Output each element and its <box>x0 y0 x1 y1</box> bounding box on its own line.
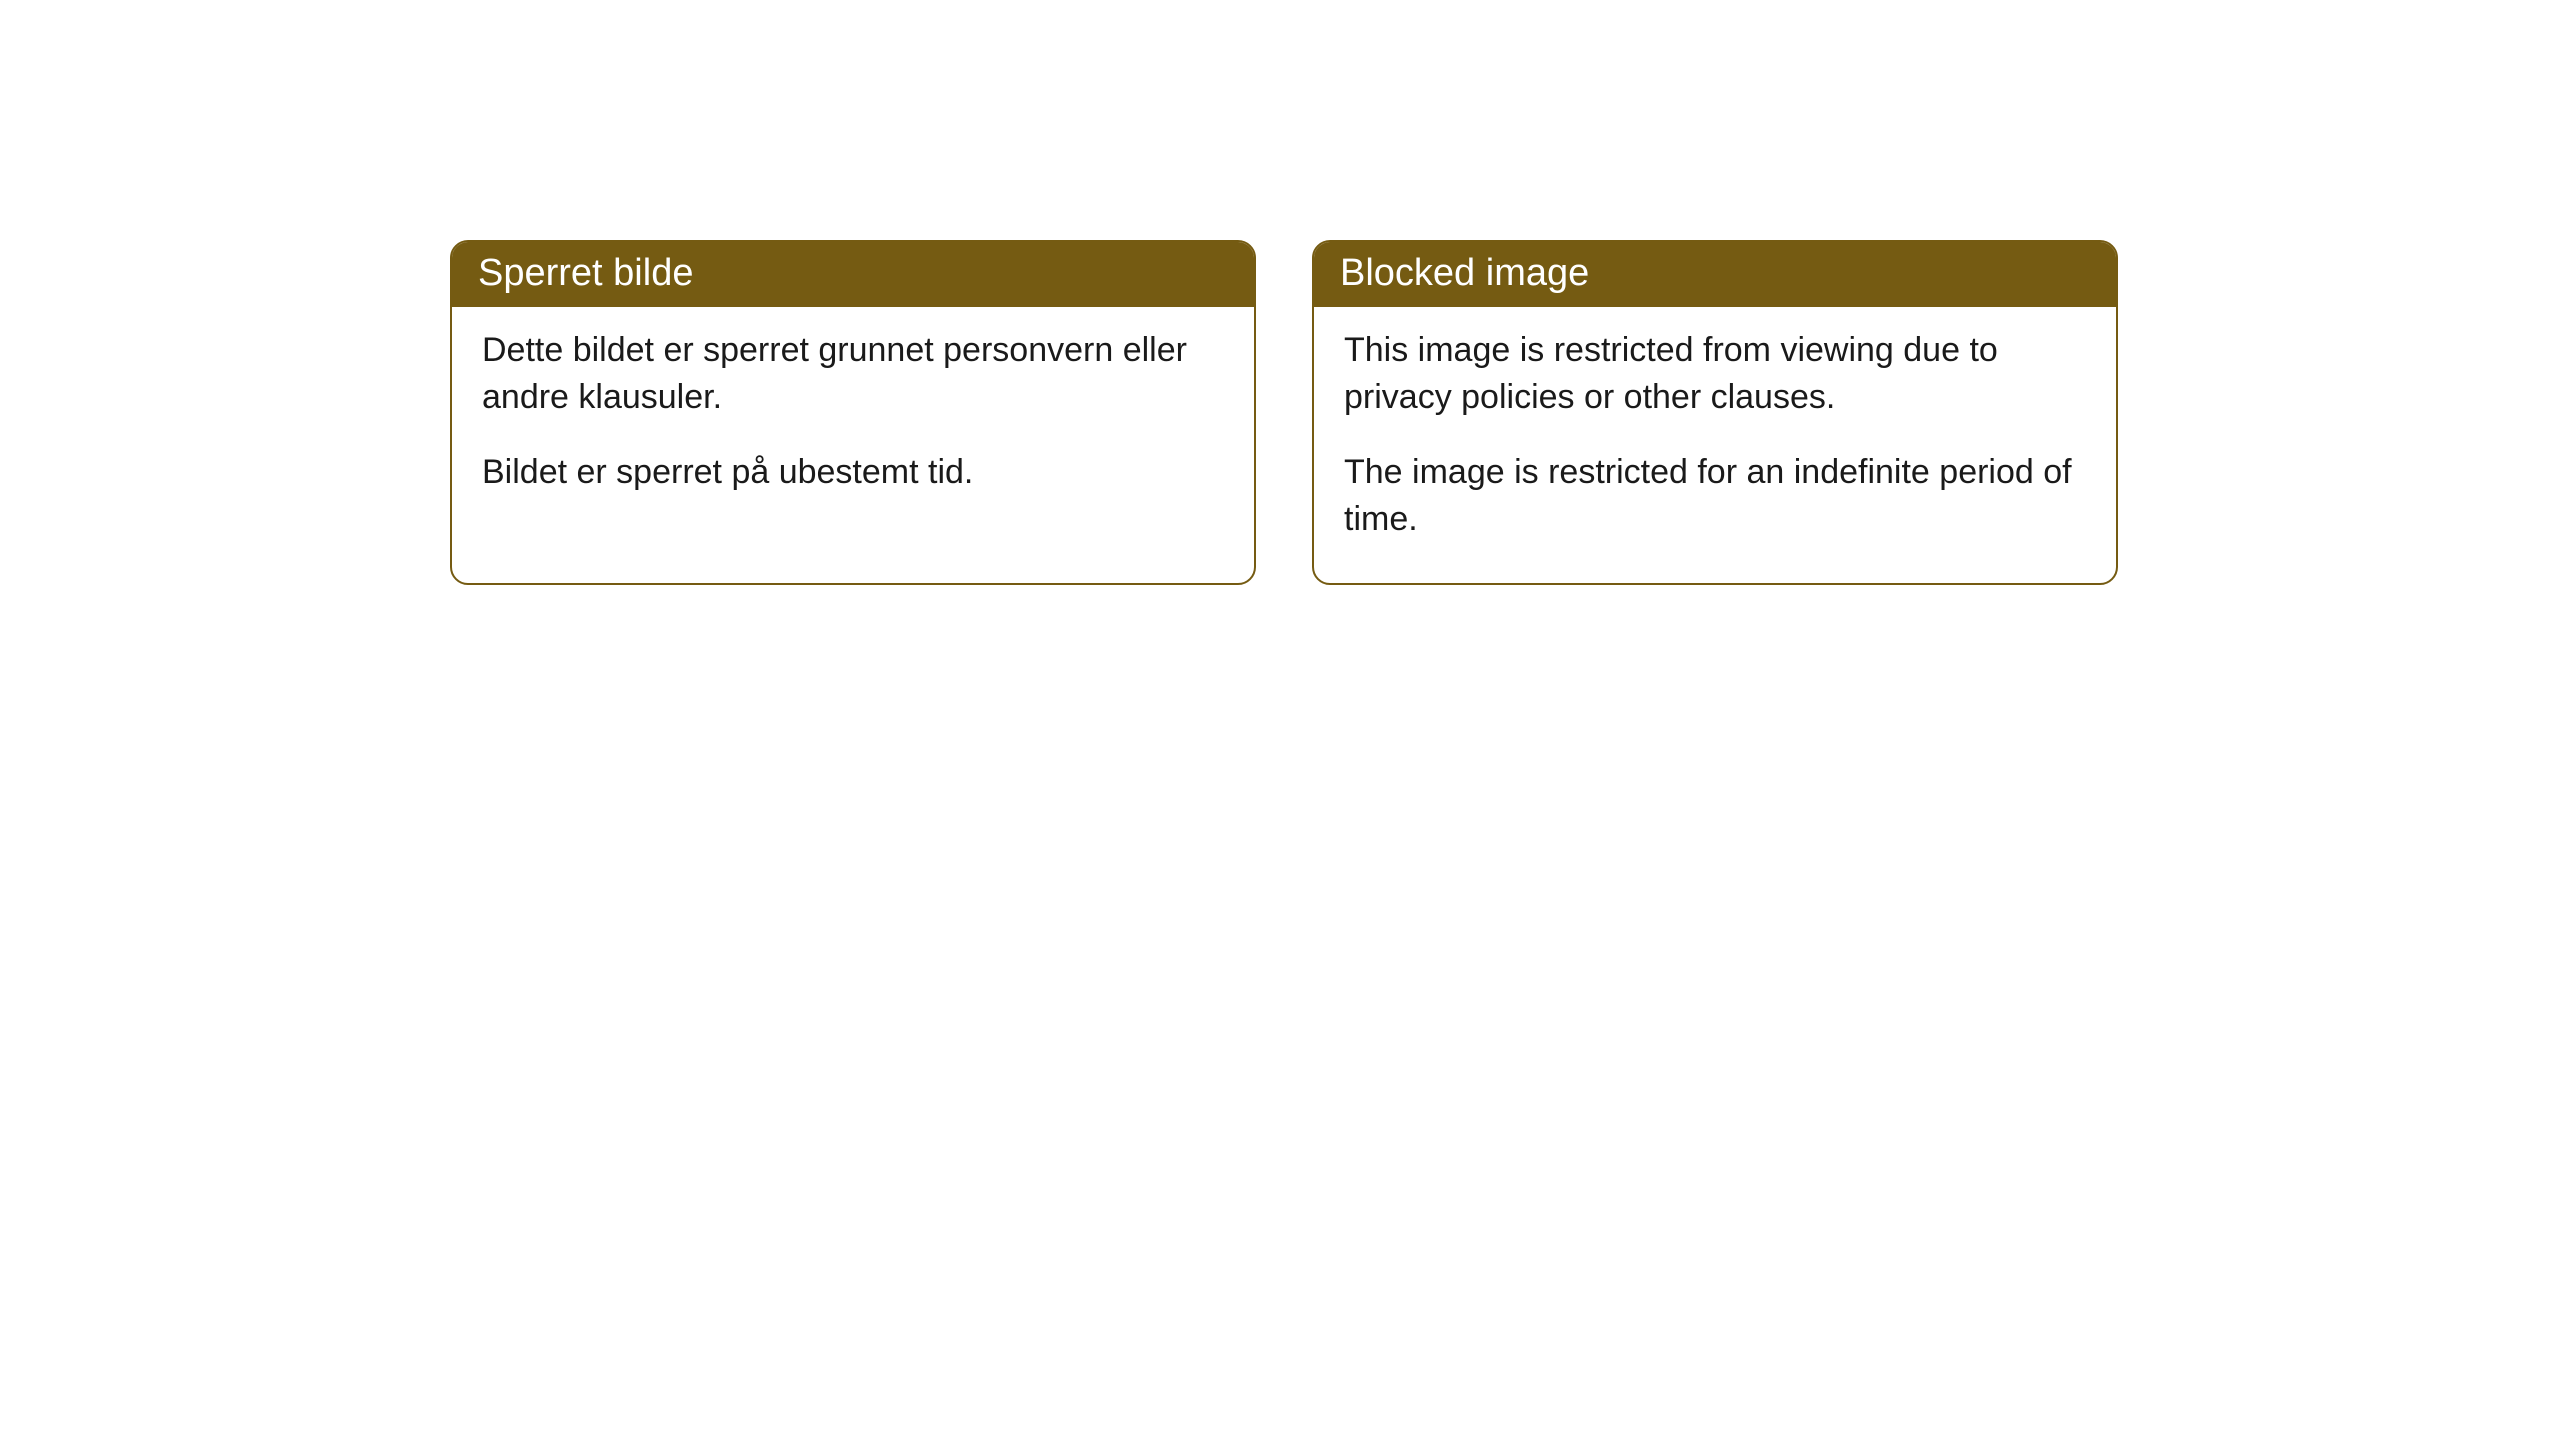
cards-container: Sperret bilde Dette bildet er sperret gr… <box>0 0 2560 585</box>
blocked-image-card-english: Blocked image This image is restricted f… <box>1312 240 2118 585</box>
card-title: Sperret bilde <box>478 252 693 294</box>
card-paragraph-2: Bildet er sperret på ubestemt tid. <box>482 449 1224 496</box>
card-header: Sperret bilde <box>452 242 1254 307</box>
card-paragraph-1: Dette bildet er sperret grunnet personve… <box>482 327 1224 421</box>
card-header: Blocked image <box>1314 242 2116 307</box>
card-body: Dette bildet er sperret grunnet personve… <box>452 307 1254 536</box>
card-title: Blocked image <box>1340 252 1589 294</box>
blocked-image-card-norwegian: Sperret bilde Dette bildet er sperret gr… <box>450 240 1256 585</box>
card-paragraph-1: This image is restricted from viewing du… <box>1344 327 2086 421</box>
card-body: This image is restricted from viewing du… <box>1314 307 2116 583</box>
card-paragraph-2: The image is restricted for an indefinit… <box>1344 449 2086 543</box>
